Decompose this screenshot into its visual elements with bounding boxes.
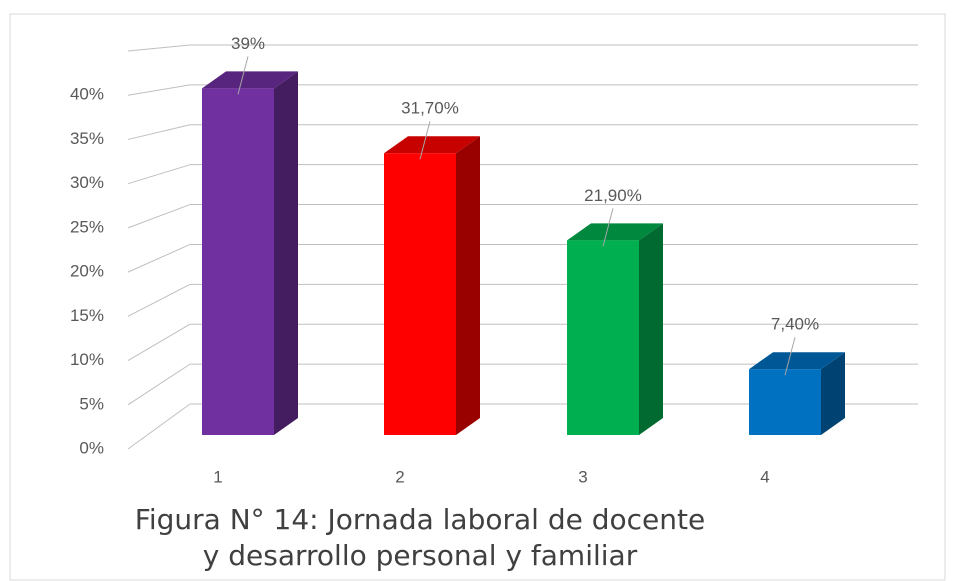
y-tick-label: 20% (70, 262, 104, 281)
bar-side (456, 136, 480, 435)
y-tick-label: 30% (70, 173, 104, 192)
x-tick-label: 1 (213, 467, 222, 486)
bar-side (274, 71, 298, 435)
axis-top-side (127, 44, 191, 52)
y-tick-label: 15% (70, 306, 104, 325)
bar-top (749, 352, 845, 370)
bar (202, 88, 274, 435)
bar-side (639, 223, 663, 435)
bar (567, 240, 639, 435)
y-tick-label: 25% (70, 217, 104, 236)
y-tick-label: 0% (79, 438, 104, 457)
x-tick-label: 2 (395, 467, 404, 486)
grid-line-side (127, 323, 191, 361)
bar-top (384, 136, 480, 154)
x-tick-label: 4 (760, 467, 769, 486)
bar-side (821, 352, 845, 435)
y-tick-label: 40% (70, 85, 104, 104)
bar-top (202, 71, 298, 89)
chart-border (9, 13, 946, 581)
x-tick-label: 3 (578, 467, 587, 486)
grid-line-side (127, 243, 191, 273)
grid-line-side (127, 403, 191, 450)
value-label: 39% (231, 34, 265, 53)
grid-line-side (127, 84, 191, 96)
bar (384, 153, 456, 435)
bar-top (567, 223, 663, 241)
leader-line (237, 56, 249, 95)
value-label: 21,90% (584, 186, 642, 205)
y-tick-label: 5% (79, 394, 104, 413)
y-tick-label: 35% (70, 129, 104, 148)
grid-line-side (127, 164, 191, 185)
grid-line-side (127, 204, 191, 229)
grid-line-side (127, 363, 191, 406)
bar (749, 369, 821, 435)
grid-line-side (127, 124, 191, 140)
leader-line (784, 337, 796, 376)
leader-line (419, 121, 431, 160)
leader-line (602, 208, 614, 247)
value-label: 31,70% (401, 99, 459, 118)
chart-title: Figura N° 14: Jornada laboral de docente… (134, 503, 706, 572)
value-label: 7,40% (771, 315, 819, 334)
y-tick-label: 10% (70, 350, 104, 369)
grid-line-side (127, 283, 191, 317)
